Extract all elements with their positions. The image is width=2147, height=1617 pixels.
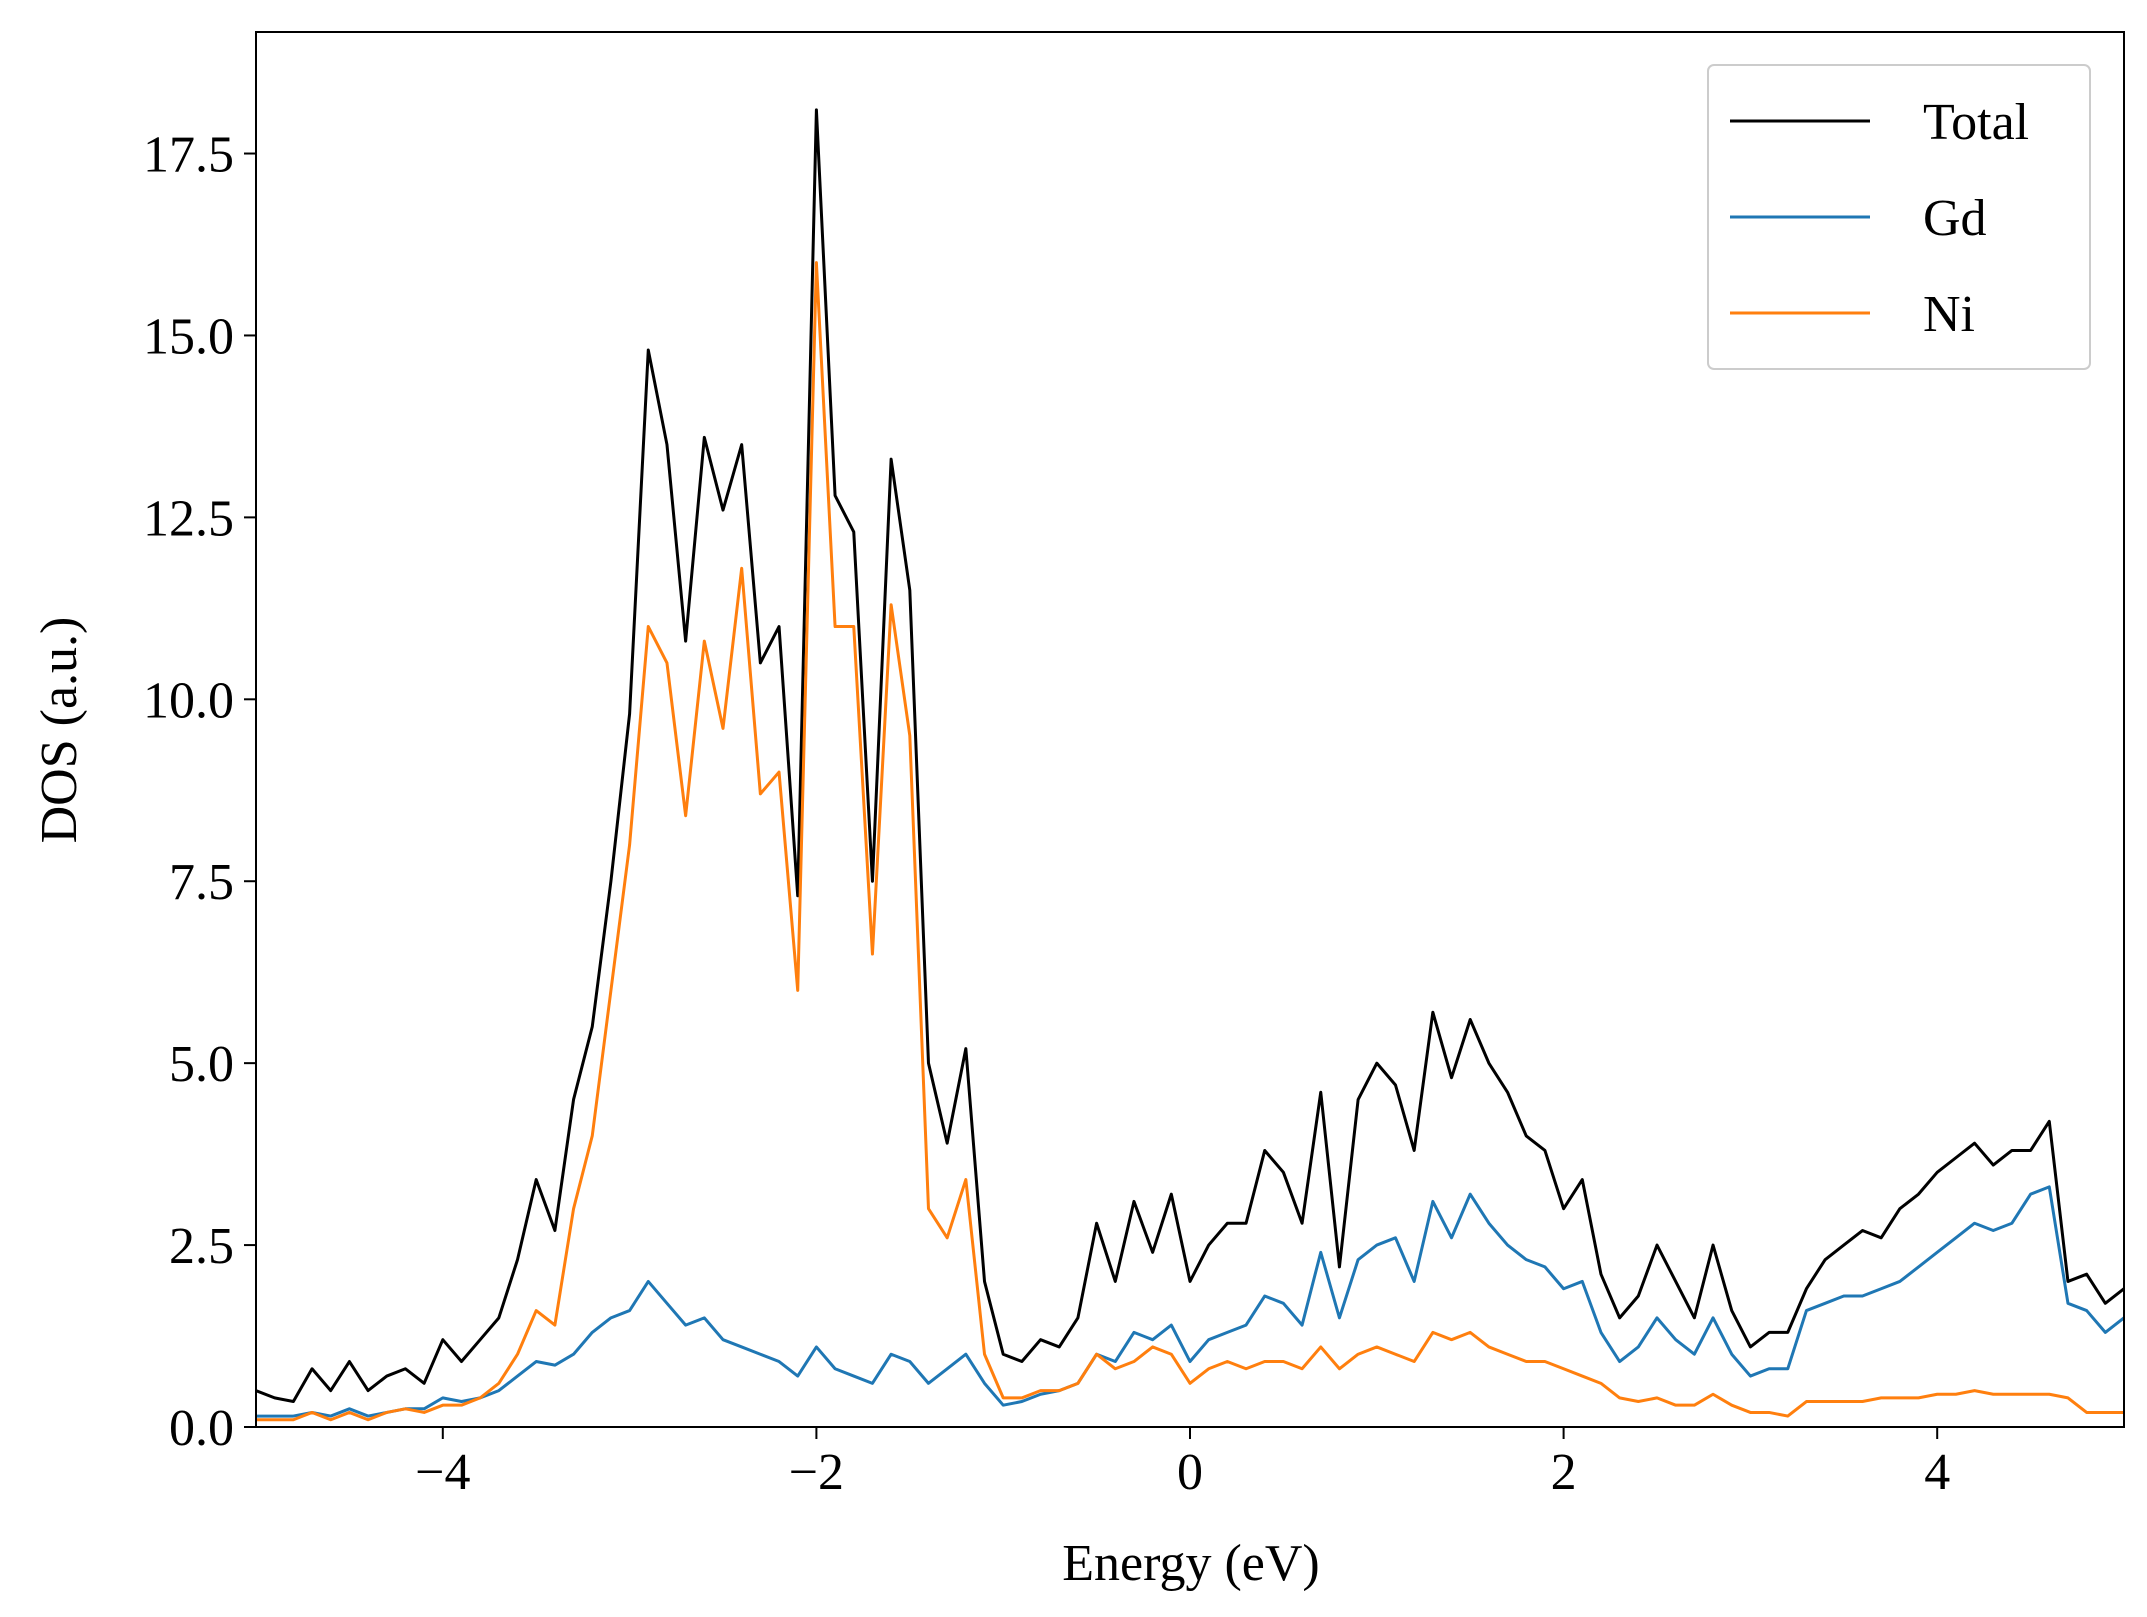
y-tick-label: 10.0 xyxy=(143,672,234,729)
legend-label: Total xyxy=(1923,94,2029,151)
x-tick-label: 2 xyxy=(1551,1444,1577,1501)
x-tick-label: −4 xyxy=(415,1444,470,1501)
x-axis-label: Energy (eV) xyxy=(1062,1535,1320,1592)
y-tick-label: 2.5 xyxy=(169,1218,234,1275)
x-tick-label: 0 xyxy=(1177,1444,1203,1501)
y-tick-label: 12.5 xyxy=(143,490,234,547)
axes-frame xyxy=(255,31,2125,1428)
y-axis-label: DOS (a.u.) xyxy=(31,617,88,844)
x-tick-label: 4 xyxy=(1924,1444,1950,1501)
legend-box xyxy=(1707,64,2091,370)
legend-label: Gd xyxy=(1923,190,1987,247)
y-tick-label: 15.0 xyxy=(143,308,234,365)
y-tick-label: 17.5 xyxy=(143,127,234,184)
x-tick-label: −2 xyxy=(789,1444,844,1501)
series-line xyxy=(256,261,2124,1422)
series-line xyxy=(256,1185,2124,1418)
legend-label: Ni xyxy=(1923,286,1975,343)
y-tick-label: 7.5 xyxy=(169,854,234,911)
y-tick-label: 5.0 xyxy=(169,1036,234,1093)
y-tick-label: 0.0 xyxy=(169,1400,234,1457)
series-line xyxy=(256,108,2124,1404)
